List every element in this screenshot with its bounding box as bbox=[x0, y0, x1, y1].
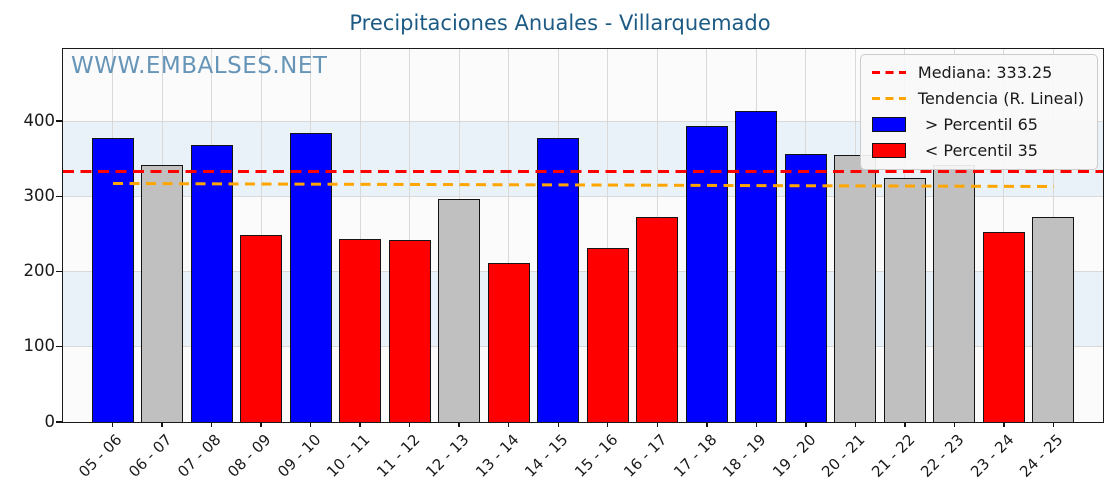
x-tick-label: 20 - 21 bbox=[818, 430, 869, 481]
x-tick bbox=[706, 422, 708, 427]
legend: Mediana: 333.25 Tendencia (R. Lineal) > … bbox=[859, 54, 1098, 170]
bar-13-14 bbox=[487, 262, 530, 422]
bar-22-23 bbox=[933, 164, 976, 422]
bar-17-18 bbox=[685, 126, 728, 422]
plot-area: 0 100 200 300 400 05 - 06 06 - 07 07 - 08 08 - 0… bbox=[24, 48, 1104, 481]
bar-21-22 bbox=[883, 177, 926, 422]
x-tick bbox=[953, 422, 956, 427]
x-tick bbox=[854, 422, 857, 427]
bar-07-08 bbox=[190, 145, 233, 422]
legend-label-trend: Tendencia (R. Lineal) bbox=[917, 89, 1084, 108]
y-tick bbox=[56, 195, 62, 198]
x-tick bbox=[1003, 422, 1005, 427]
bar-06-07 bbox=[141, 165, 184, 422]
x-tick bbox=[508, 422, 510, 427]
bar-16-17 bbox=[636, 217, 679, 422]
x-tick-label: 08 - 09 bbox=[224, 430, 275, 481]
x-tick-label: 15 - 16 bbox=[570, 430, 622, 481]
x-tick-label: 14 - 15 bbox=[521, 430, 572, 481]
x-tick-label: 24 - 25 bbox=[1016, 430, 1067, 481]
x-tick-label: 16 - 17 bbox=[620, 430, 671, 481]
x-tick-label: 17 - 18 bbox=[669, 430, 721, 481]
x-tick-label: 11 - 12 bbox=[372, 430, 423, 481]
gridline-h bbox=[63, 120, 1103, 122]
median-line bbox=[63, 170, 1103, 173]
y-tick bbox=[56, 421, 62, 423]
x-tick bbox=[111, 422, 114, 427]
x-tick-label: 05 - 06 bbox=[75, 430, 126, 481]
x-tick-label: 22 - 23 bbox=[917, 430, 968, 481]
y-tick-label: 200 bbox=[23, 261, 56, 281]
bar-10-11 bbox=[339, 238, 382, 422]
x-tick bbox=[607, 422, 609, 427]
bar-23-24 bbox=[982, 231, 1025, 422]
legend-item-above-p65: > Percentil 65 bbox=[871, 115, 1084, 134]
bar-24-25 bbox=[1032, 216, 1075, 422]
bar-05-06 bbox=[91, 138, 134, 422]
legend-label-median: Mediana: 333.25 bbox=[917, 63, 1053, 82]
bar-09-10 bbox=[289, 133, 332, 422]
legend-item-median: Mediana: 333.25 bbox=[871, 63, 1084, 82]
above-percentile-swatch bbox=[871, 117, 906, 132]
x-tick-label: 07 - 08 bbox=[174, 430, 225, 481]
gridline-h bbox=[63, 346, 1103, 348]
y-tick-label: 0 bbox=[44, 411, 56, 431]
y-tick-label: 100 bbox=[23, 336, 56, 356]
legend-item-below-p35: < Percentil 35 bbox=[871, 141, 1084, 160]
x-tick-label: 23 - 24 bbox=[966, 430, 1018, 481]
median-dash-swatch bbox=[871, 71, 906, 74]
bar-18-19 bbox=[735, 110, 778, 422]
bar-11-12 bbox=[388, 240, 431, 422]
x-tick bbox=[904, 422, 906, 427]
x-tick bbox=[309, 422, 312, 427]
y-tick bbox=[56, 346, 62, 348]
x-tick bbox=[805, 422, 807, 427]
gridline-v bbox=[607, 49, 609, 422]
band bbox=[63, 271, 1103, 347]
bar-12-13 bbox=[438, 199, 481, 422]
x-tick bbox=[260, 422, 262, 427]
watermark: WWW.EMBALSES.NET bbox=[71, 53, 328, 79]
x-tick bbox=[656, 422, 658, 427]
x-tick-label: 10 - 11 bbox=[323, 430, 374, 481]
chart-title: Precipitaciones Anuales - Villarquemado bbox=[349, 11, 771, 35]
y-tick bbox=[56, 270, 62, 273]
x-tick-label: 06 - 07 bbox=[125, 430, 176, 481]
x-tick bbox=[161, 422, 163, 427]
x-tick-label: 18 - 19 bbox=[719, 430, 770, 481]
gridline-h bbox=[63, 195, 1103, 197]
x-tick-label: 21 - 22 bbox=[867, 430, 919, 481]
legend-label-above: > Percentil 65 bbox=[924, 115, 1038, 134]
x-tick bbox=[359, 422, 361, 427]
y-tick-label: 300 bbox=[23, 185, 56, 205]
x-tick-label: 13 - 14 bbox=[471, 430, 523, 481]
bar-14-15 bbox=[537, 138, 580, 422]
x-tick bbox=[210, 422, 213, 427]
gridline-v bbox=[508, 49, 510, 422]
legend-label-below: < Percentil 35 bbox=[924, 141, 1038, 160]
x-tick bbox=[408, 422, 411, 427]
x-tick-label: 09 - 10 bbox=[273, 430, 324, 481]
bar-15-16 bbox=[586, 248, 629, 422]
trend-dash-swatch bbox=[871, 97, 906, 100]
y-tick bbox=[56, 120, 62, 122]
x-tick bbox=[557, 422, 559, 427]
x-tick bbox=[755, 422, 758, 427]
below-percentile-swatch bbox=[871, 143, 906, 158]
x-tick bbox=[1052, 422, 1055, 427]
legend-item-trend: Tendencia (R. Lineal) bbox=[871, 89, 1084, 108]
gridline-v bbox=[409, 49, 411, 422]
x-tick-label: 12 - 13 bbox=[422, 430, 473, 481]
gridline-h bbox=[63, 271, 1103, 273]
x-tick bbox=[458, 422, 460, 427]
y-tick-label: 400 bbox=[23, 110, 56, 130]
bar-20-21 bbox=[834, 155, 877, 422]
bar-19-20 bbox=[784, 153, 827, 422]
bar-08-09 bbox=[240, 234, 283, 422]
x-tick-label: 19 - 20 bbox=[768, 430, 820, 481]
gridline-v bbox=[359, 49, 361, 422]
